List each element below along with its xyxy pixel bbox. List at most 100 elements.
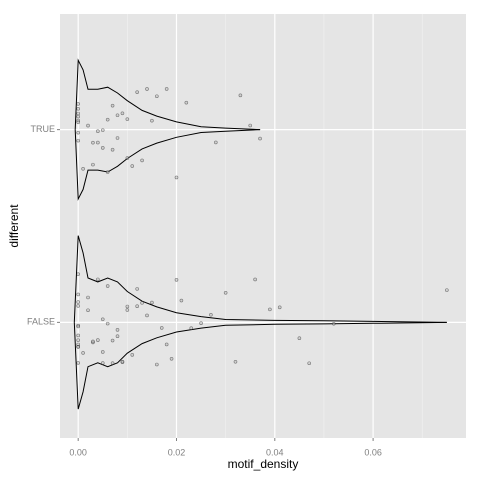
point bbox=[214, 140, 218, 145]
point bbox=[100, 350, 105, 354]
point bbox=[115, 328, 120, 332]
point bbox=[86, 308, 90, 313]
point bbox=[223, 290, 228, 295]
point bbox=[189, 326, 194, 331]
point bbox=[130, 164, 135, 168]
point bbox=[76, 106, 80, 111]
point bbox=[164, 87, 169, 91]
point bbox=[150, 300, 154, 305]
point bbox=[76, 361, 80, 365]
point bbox=[96, 140, 100, 145]
panel bbox=[60, 14, 466, 438]
violin-outline bbox=[74, 129, 261, 201]
point bbox=[105, 321, 110, 326]
point bbox=[445, 288, 449, 292]
point bbox=[258, 136, 262, 141]
point bbox=[100, 317, 105, 322]
point bbox=[115, 113, 120, 118]
x-tick-label: 0.06 bbox=[364, 447, 382, 457]
point bbox=[145, 87, 149, 91]
point bbox=[277, 305, 282, 310]
y-tick-label: FALSE bbox=[27, 317, 55, 327]
point bbox=[76, 345, 80, 349]
point bbox=[140, 158, 144, 163]
point bbox=[91, 140, 95, 145]
point bbox=[96, 338, 100, 342]
point bbox=[125, 308, 130, 312]
point bbox=[120, 359, 125, 364]
point bbox=[100, 361, 105, 365]
point bbox=[76, 304, 80, 308]
point bbox=[110, 338, 115, 343]
point bbox=[233, 359, 238, 364]
point bbox=[76, 111, 80, 116]
point bbox=[115, 334, 120, 339]
point bbox=[120, 111, 125, 116]
point bbox=[248, 123, 253, 128]
point bbox=[76, 338, 80, 342]
x-tick-label: 0.02 bbox=[168, 447, 186, 457]
point bbox=[130, 353, 135, 357]
point bbox=[164, 342, 169, 347]
point bbox=[110, 103, 115, 108]
point bbox=[105, 284, 110, 288]
point bbox=[297, 336, 302, 341]
point bbox=[125, 156, 130, 160]
x-tick-label: 0.04 bbox=[266, 447, 284, 457]
point bbox=[81, 351, 85, 355]
point bbox=[125, 117, 130, 121]
point bbox=[81, 167, 85, 171]
point bbox=[253, 277, 257, 282]
violin-outline bbox=[73, 321, 447, 410]
y-axis-title: different bbox=[7, 204, 21, 248]
point bbox=[76, 272, 80, 276]
point bbox=[135, 304, 139, 308]
point bbox=[91, 162, 95, 167]
point bbox=[110, 361, 115, 365]
point bbox=[169, 356, 174, 361]
point bbox=[76, 292, 80, 297]
point bbox=[135, 287, 139, 291]
violin-outline bbox=[73, 235, 447, 323]
point bbox=[150, 118, 154, 123]
point bbox=[86, 123, 90, 128]
x-axis-title: motif_density bbox=[228, 457, 299, 471]
point bbox=[174, 278, 179, 282]
point bbox=[145, 313, 149, 318]
point bbox=[140, 301, 144, 305]
point bbox=[155, 94, 159, 99]
point bbox=[105, 117, 110, 122]
point bbox=[174, 175, 179, 180]
point bbox=[76, 300, 80, 304]
point bbox=[199, 321, 203, 326]
point bbox=[76, 120, 80, 125]
point bbox=[159, 326, 164, 330]
point bbox=[76, 324, 80, 329]
point bbox=[115, 136, 120, 140]
point bbox=[331, 321, 336, 326]
point bbox=[155, 362, 159, 367]
point bbox=[209, 312, 213, 317]
point bbox=[76, 333, 80, 338]
point bbox=[184, 100, 189, 105]
point bbox=[76, 138, 80, 143]
point bbox=[76, 130, 80, 135]
point bbox=[179, 298, 184, 303]
point bbox=[135, 90, 139, 94]
point bbox=[76, 114, 80, 119]
point bbox=[96, 277, 100, 282]
point bbox=[91, 339, 95, 344]
y-tick-label: TRUE bbox=[31, 124, 56, 134]
point bbox=[100, 128, 105, 132]
point bbox=[100, 146, 105, 150]
point bbox=[125, 304, 130, 309]
point bbox=[238, 93, 243, 98]
point bbox=[96, 129, 100, 134]
point bbox=[76, 102, 80, 106]
violin-outline bbox=[74, 58, 261, 131]
point bbox=[110, 147, 115, 152]
point bbox=[307, 361, 312, 366]
x-tick-label: 0.00 bbox=[69, 447, 87, 457]
point bbox=[105, 170, 110, 174]
